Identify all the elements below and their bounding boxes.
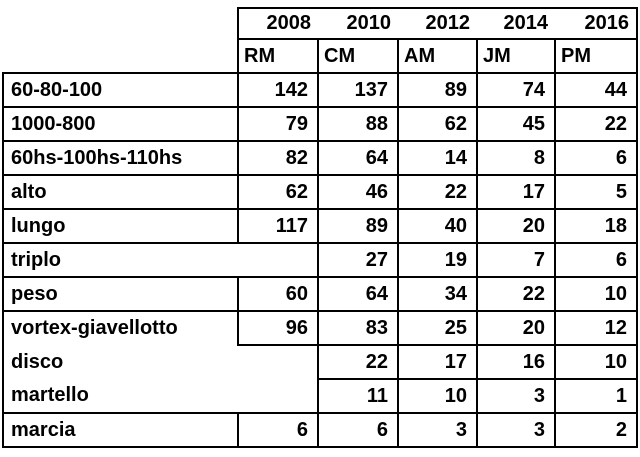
year-header-row: 2008 2010 2012 2014 2016	[3, 7, 638, 40]
cell-value: 3	[476, 378, 556, 414]
cell-value: 12	[554, 310, 638, 346]
row-label: 60hs-100hs-110hs	[2, 140, 239, 176]
cell-value: 3	[476, 412, 556, 448]
table-row: martello 11 10 3 1	[2, 378, 638, 414]
cell-value: 10	[554, 344, 638, 380]
category-header: AM	[397, 38, 478, 74]
table-row: alto 62 46 22 17 5	[2, 174, 638, 210]
cell-value: 14	[397, 140, 478, 176]
cell-value: 22	[554, 106, 638, 142]
table-row: marcia 6 6 3 3 2	[2, 412, 638, 448]
cell-value: 19	[397, 242, 478, 278]
cell-value: 62	[237, 174, 319, 210]
cell-value: 34	[397, 276, 478, 312]
table-row: lungo 117 89 40 20 18	[2, 208, 638, 244]
cell-value: 89	[397, 72, 478, 108]
row-label: marcia	[2, 412, 239, 448]
cell-value: 1	[554, 378, 638, 414]
cell-value: 20	[476, 208, 556, 244]
cell-value: 137	[317, 72, 399, 108]
results-table: 2008 2010 2012 2014 2016 RM CM AM JM PM …	[2, 7, 638, 448]
year-header: 2010	[318, 7, 398, 40]
cell-value: 74	[476, 72, 556, 108]
cell-value: 45	[476, 106, 556, 142]
cell-value: 96	[237, 310, 319, 346]
cell-value: 5	[554, 174, 638, 210]
cell-value: 142	[237, 72, 319, 108]
corner-blank	[3, 8, 238, 39]
cell-value: 40	[397, 208, 478, 244]
cell-value: 10	[554, 276, 638, 312]
corner-blank	[3, 39, 238, 73]
cell-value: 89	[317, 208, 399, 244]
row-label: alto	[2, 174, 239, 210]
table-row: vortex-giavellotto 96 83 25 20 12	[2, 310, 638, 346]
cell-value: 22	[476, 276, 556, 312]
table-row: 1000-800 79 88 62 45 22	[2, 106, 638, 142]
row-label: triplo	[2, 242, 319, 278]
cell-value: 3	[397, 412, 478, 448]
table-row: peso 60 64 34 22 10	[2, 276, 638, 312]
category-header: JM	[476, 38, 556, 74]
cell-value: 11	[317, 378, 399, 414]
cell-value: 83	[317, 310, 399, 346]
cell-value: 22	[317, 344, 399, 380]
row-label: peso	[2, 276, 239, 312]
cell-value: 44	[554, 72, 638, 108]
year-header: 2008	[237, 7, 318, 40]
cell-value: 88	[317, 106, 399, 142]
table-row: 60hs-100hs-110hs 82 64 14 8 6	[2, 140, 638, 176]
cell-value: 60	[237, 276, 319, 312]
row-label: martello	[2, 379, 319, 414]
cell-value: 82	[237, 140, 319, 176]
cell-value: 6	[554, 242, 638, 278]
year-header: 2014	[477, 7, 555, 40]
cell-value: 27	[317, 242, 399, 278]
cell-value: 62	[397, 106, 478, 142]
cell-value: 64	[317, 276, 399, 312]
cell-value: 22	[397, 174, 478, 210]
cell-value: 18	[554, 208, 638, 244]
row-label: 1000-800	[2, 106, 239, 142]
cell-value: 17	[476, 174, 556, 210]
year-header: 2012	[398, 7, 477, 40]
cell-value: 6	[554, 140, 638, 176]
year-header: 2016	[555, 7, 638, 40]
cell-value: 10	[397, 378, 478, 414]
cell-value: 16	[476, 344, 556, 380]
category-header: CM	[317, 38, 399, 74]
cell-value: 8	[476, 140, 556, 176]
table-row: triplo 27 19 7 6	[2, 242, 638, 278]
cell-value: 79	[237, 106, 319, 142]
table-row: disco 22 17 16 10	[2, 344, 638, 380]
row-label: lungo	[2, 208, 239, 244]
category-header: PM	[554, 38, 638, 74]
cell-value: 25	[397, 310, 478, 346]
table-row: 60-80-100 142 137 89 74 44	[2, 72, 638, 108]
cell-value: 46	[317, 174, 399, 210]
cell-value: 6	[237, 412, 319, 448]
cell-value: 2	[554, 412, 638, 448]
row-label: vortex-giavellotto	[2, 310, 239, 345]
cell-value: 7	[476, 242, 556, 278]
cell-value: 20	[476, 310, 556, 346]
category-header: RM	[237, 38, 319, 74]
cell-value: 64	[317, 140, 399, 176]
cell-value: 117	[237, 208, 319, 244]
row-label: 60-80-100	[2, 72, 239, 108]
cell-value: 17	[397, 344, 478, 380]
category-header-row: RM CM AM JM PM	[3, 38, 638, 74]
cell-value: 6	[317, 412, 399, 448]
row-label: disco	[2, 345, 319, 379]
